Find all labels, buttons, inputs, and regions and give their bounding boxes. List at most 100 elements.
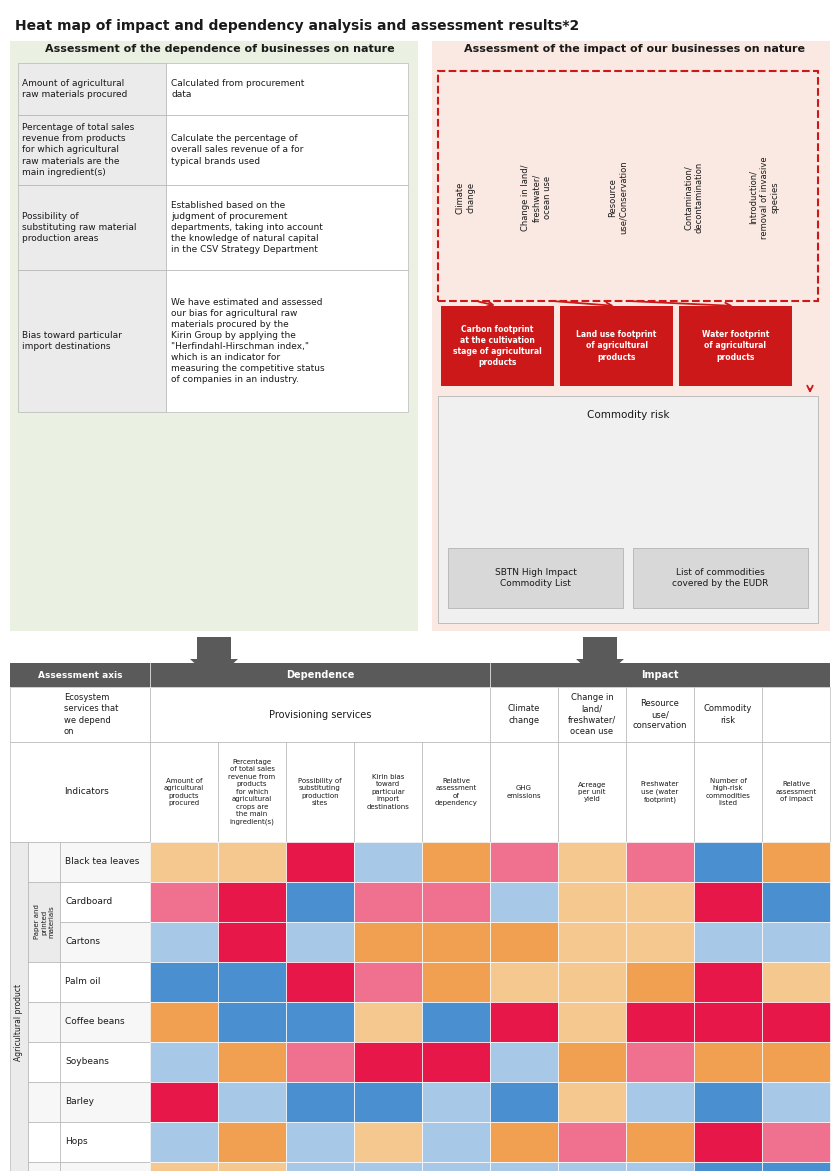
Text: Carbon footprint
at the cultivation
stage of agricultural
products: Carbon footprint at the cultivation stag… (453, 324, 542, 368)
Bar (422, 922, 490, 963)
Bar (626, 882, 694, 922)
Bar (286, 742, 354, 842)
Bar (286, 1042, 354, 1082)
Text: Change in land/
freshwater/
ocean use: Change in land/ freshwater/ ocean use (521, 164, 552, 231)
Text: Number of
high-risk
commodities
listed: Number of high-risk commodities listed (706, 778, 750, 807)
Bar (633, 548, 808, 608)
Text: Bias toward particular
import destinations: Bias toward particular import destinatio… (22, 331, 122, 351)
Text: Assessment of the impact of our businesses on nature: Assessment of the impact of our business… (464, 44, 805, 54)
Text: Calculated from procurement
data: Calculated from procurement data (171, 78, 304, 100)
Bar (626, 963, 694, 1002)
Bar (762, 742, 830, 842)
Bar (354, 842, 422, 882)
Text: List of commodities
covered by the EUDR: List of commodities covered by the EUDR (672, 568, 769, 588)
Text: Relative
assessment
of impact: Relative assessment of impact (775, 781, 816, 802)
Bar (218, 1122, 286, 1162)
Bar (18, 185, 166, 271)
Text: Soybeans: Soybeans (65, 1057, 109, 1067)
Bar (18, 63, 166, 115)
Bar (762, 687, 830, 742)
Bar (490, 922, 558, 963)
Text: Commodity
risk: Commodity risk (704, 705, 752, 725)
Bar (422, 1122, 490, 1162)
Text: Provisioning services: Provisioning services (269, 710, 371, 719)
Bar (558, 922, 626, 963)
Bar (354, 882, 422, 922)
Bar (583, 637, 617, 659)
Bar (286, 882, 354, 922)
Bar (490, 1122, 558, 1162)
Bar (150, 1082, 218, 1122)
Bar (60, 1042, 150, 1082)
Text: Hops: Hops (65, 1137, 87, 1146)
Bar (150, 1042, 218, 1082)
Bar (197, 637, 231, 659)
Text: Climate
change: Climate change (456, 182, 476, 213)
Bar (422, 742, 490, 842)
Bar (150, 963, 218, 1002)
Bar (60, 922, 150, 963)
Bar (286, 842, 354, 882)
Text: Contamination/
decontamination: Contamination/ decontamination (684, 162, 704, 233)
Bar (558, 1162, 626, 1171)
Bar (441, 306, 554, 386)
Bar (354, 922, 422, 963)
Bar (490, 1082, 558, 1122)
Bar (166, 271, 408, 412)
Bar (60, 882, 150, 922)
Polygon shape (190, 659, 238, 682)
Bar (354, 1162, 422, 1171)
Bar (422, 882, 490, 922)
Text: Coffee beans: Coffee beans (65, 1018, 124, 1027)
Bar (354, 1002, 422, 1042)
Bar (10, 842, 28, 1171)
Bar (28, 1002, 60, 1042)
Text: Acreage
per unit
yield: Acreage per unit yield (578, 781, 606, 802)
Bar (422, 842, 490, 882)
Bar (286, 922, 354, 963)
Text: Percentage of total sales
revenue from products
for which agricultural
raw mater: Percentage of total sales revenue from p… (22, 123, 134, 177)
Bar (60, 963, 150, 1002)
Bar (762, 882, 830, 922)
Text: Resource
use/
conservation: Resource use/ conservation (633, 699, 687, 730)
Bar (762, 963, 830, 1002)
Text: Amount of agricultural
raw materials procured: Amount of agricultural raw materials pro… (22, 78, 128, 100)
Bar (626, 687, 694, 742)
Text: Impact: Impact (641, 670, 679, 680)
Bar (558, 882, 626, 922)
Bar (10, 41, 418, 631)
Text: GHG
emissions: GHG emissions (507, 786, 541, 799)
Bar (10, 663, 150, 687)
Bar (694, 1162, 762, 1171)
Bar (18, 271, 166, 412)
Bar (10, 663, 830, 687)
Bar (28, 1162, 60, 1171)
Bar (558, 1122, 626, 1162)
Text: Barley: Barley (65, 1097, 94, 1107)
Text: Water footprint
of agricultural
products: Water footprint of agricultural products (701, 330, 769, 362)
Bar (150, 1002, 218, 1042)
Bar (218, 742, 286, 842)
Bar (679, 306, 792, 386)
Bar (354, 1082, 422, 1122)
Text: Indicators: Indicators (64, 788, 108, 796)
Bar (354, 1122, 422, 1162)
Bar (28, 963, 60, 1002)
Bar (694, 742, 762, 842)
Bar (28, 1082, 60, 1122)
Bar (490, 1002, 558, 1042)
Bar (150, 882, 218, 922)
Bar (490, 687, 558, 742)
Bar (448, 548, 623, 608)
Bar (150, 1162, 218, 1171)
Text: Cardboard: Cardboard (65, 897, 113, 906)
Bar (762, 842, 830, 882)
Bar (558, 842, 626, 882)
Bar (490, 842, 558, 882)
Bar (626, 1042, 694, 1082)
Bar (626, 742, 694, 842)
Bar (286, 1002, 354, 1042)
Bar (422, 1042, 490, 1082)
Bar (60, 1122, 150, 1162)
Bar (218, 1042, 286, 1082)
